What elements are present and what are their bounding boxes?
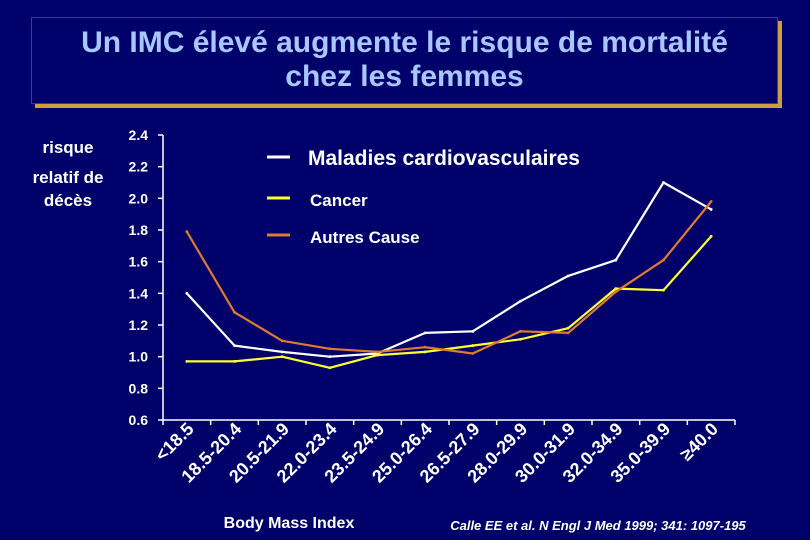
citation: Calle EE et al. N Engl J Med 1999; 341: … <box>450 518 746 533</box>
data-point <box>614 290 618 294</box>
data-point <box>566 326 570 330</box>
data-point <box>662 258 665 262</box>
data-point <box>471 344 475 347</box>
data-point <box>709 234 713 238</box>
data-point <box>662 288 665 292</box>
title-box: Un IMC élevé augmente le risque de morta… <box>31 17 778 104</box>
y-tick-label: 1.8 <box>129 222 149 238</box>
y-tick-label: 0.6 <box>129 412 149 428</box>
data-point <box>328 355 332 359</box>
data-point <box>328 347 332 351</box>
data-point <box>233 360 236 363</box>
data-point <box>185 291 189 295</box>
data-point <box>328 366 332 370</box>
data-point <box>566 331 570 335</box>
data-point <box>423 331 427 335</box>
data-point <box>614 258 618 262</box>
data-point <box>280 355 284 359</box>
x-tick-label: ≥40.0 <box>676 419 722 465</box>
data-point <box>662 181 665 184</box>
legend-label: Cancer <box>310 191 368 210</box>
y-tick-label: 0.8 <box>129 380 149 396</box>
y-axis-title-line: décès <box>44 191 92 210</box>
y-tick-label: 1.4 <box>129 285 149 301</box>
y-tick-label: 1.6 <box>129 254 149 270</box>
data-point <box>519 337 522 341</box>
data-point <box>280 339 284 343</box>
data-point <box>185 360 189 363</box>
series-line <box>185 200 713 355</box>
data-point <box>519 299 522 303</box>
data-point <box>471 329 475 333</box>
data-point <box>471 352 475 355</box>
y-axis-title-line: relatif de <box>33 168 104 187</box>
y-tick-label: 2.4 <box>129 127 149 143</box>
cancer-series <box>185 234 713 370</box>
data-point <box>376 353 379 357</box>
data-point <box>519 329 522 333</box>
legend-label: Autres Cause <box>310 228 420 247</box>
y-tick-label: 2.2 <box>129 159 149 175</box>
cardio-series <box>185 181 713 359</box>
data-point <box>376 350 379 354</box>
y-tick-label: 2.0 <box>129 190 149 206</box>
data-point <box>423 345 427 349</box>
legend-label: Maladies cardiovasculaires <box>308 147 580 170</box>
data-point <box>614 287 618 290</box>
series-line <box>185 181 712 358</box>
all-cause-series <box>185 200 713 355</box>
slide-title-line-2: chez les femmes <box>285 60 524 93</box>
series-line <box>186 235 713 369</box>
y-axis-title-line: risque <box>42 138 93 157</box>
slide-title-line-1: Un IMC élevé augmente le risque de morta… <box>81 26 728 59</box>
data-point <box>709 200 713 203</box>
data-point <box>233 344 236 347</box>
x-axis-title: Body Mass Index <box>224 515 355 532</box>
y-tick-label: 1.0 <box>129 349 149 365</box>
data-point <box>233 310 236 314</box>
data-point <box>423 350 427 354</box>
data-point <box>280 350 284 354</box>
data-point <box>709 208 713 211</box>
data-point <box>185 230 189 233</box>
y-tick-label: 1.2 <box>129 317 149 333</box>
data-point <box>566 274 570 278</box>
